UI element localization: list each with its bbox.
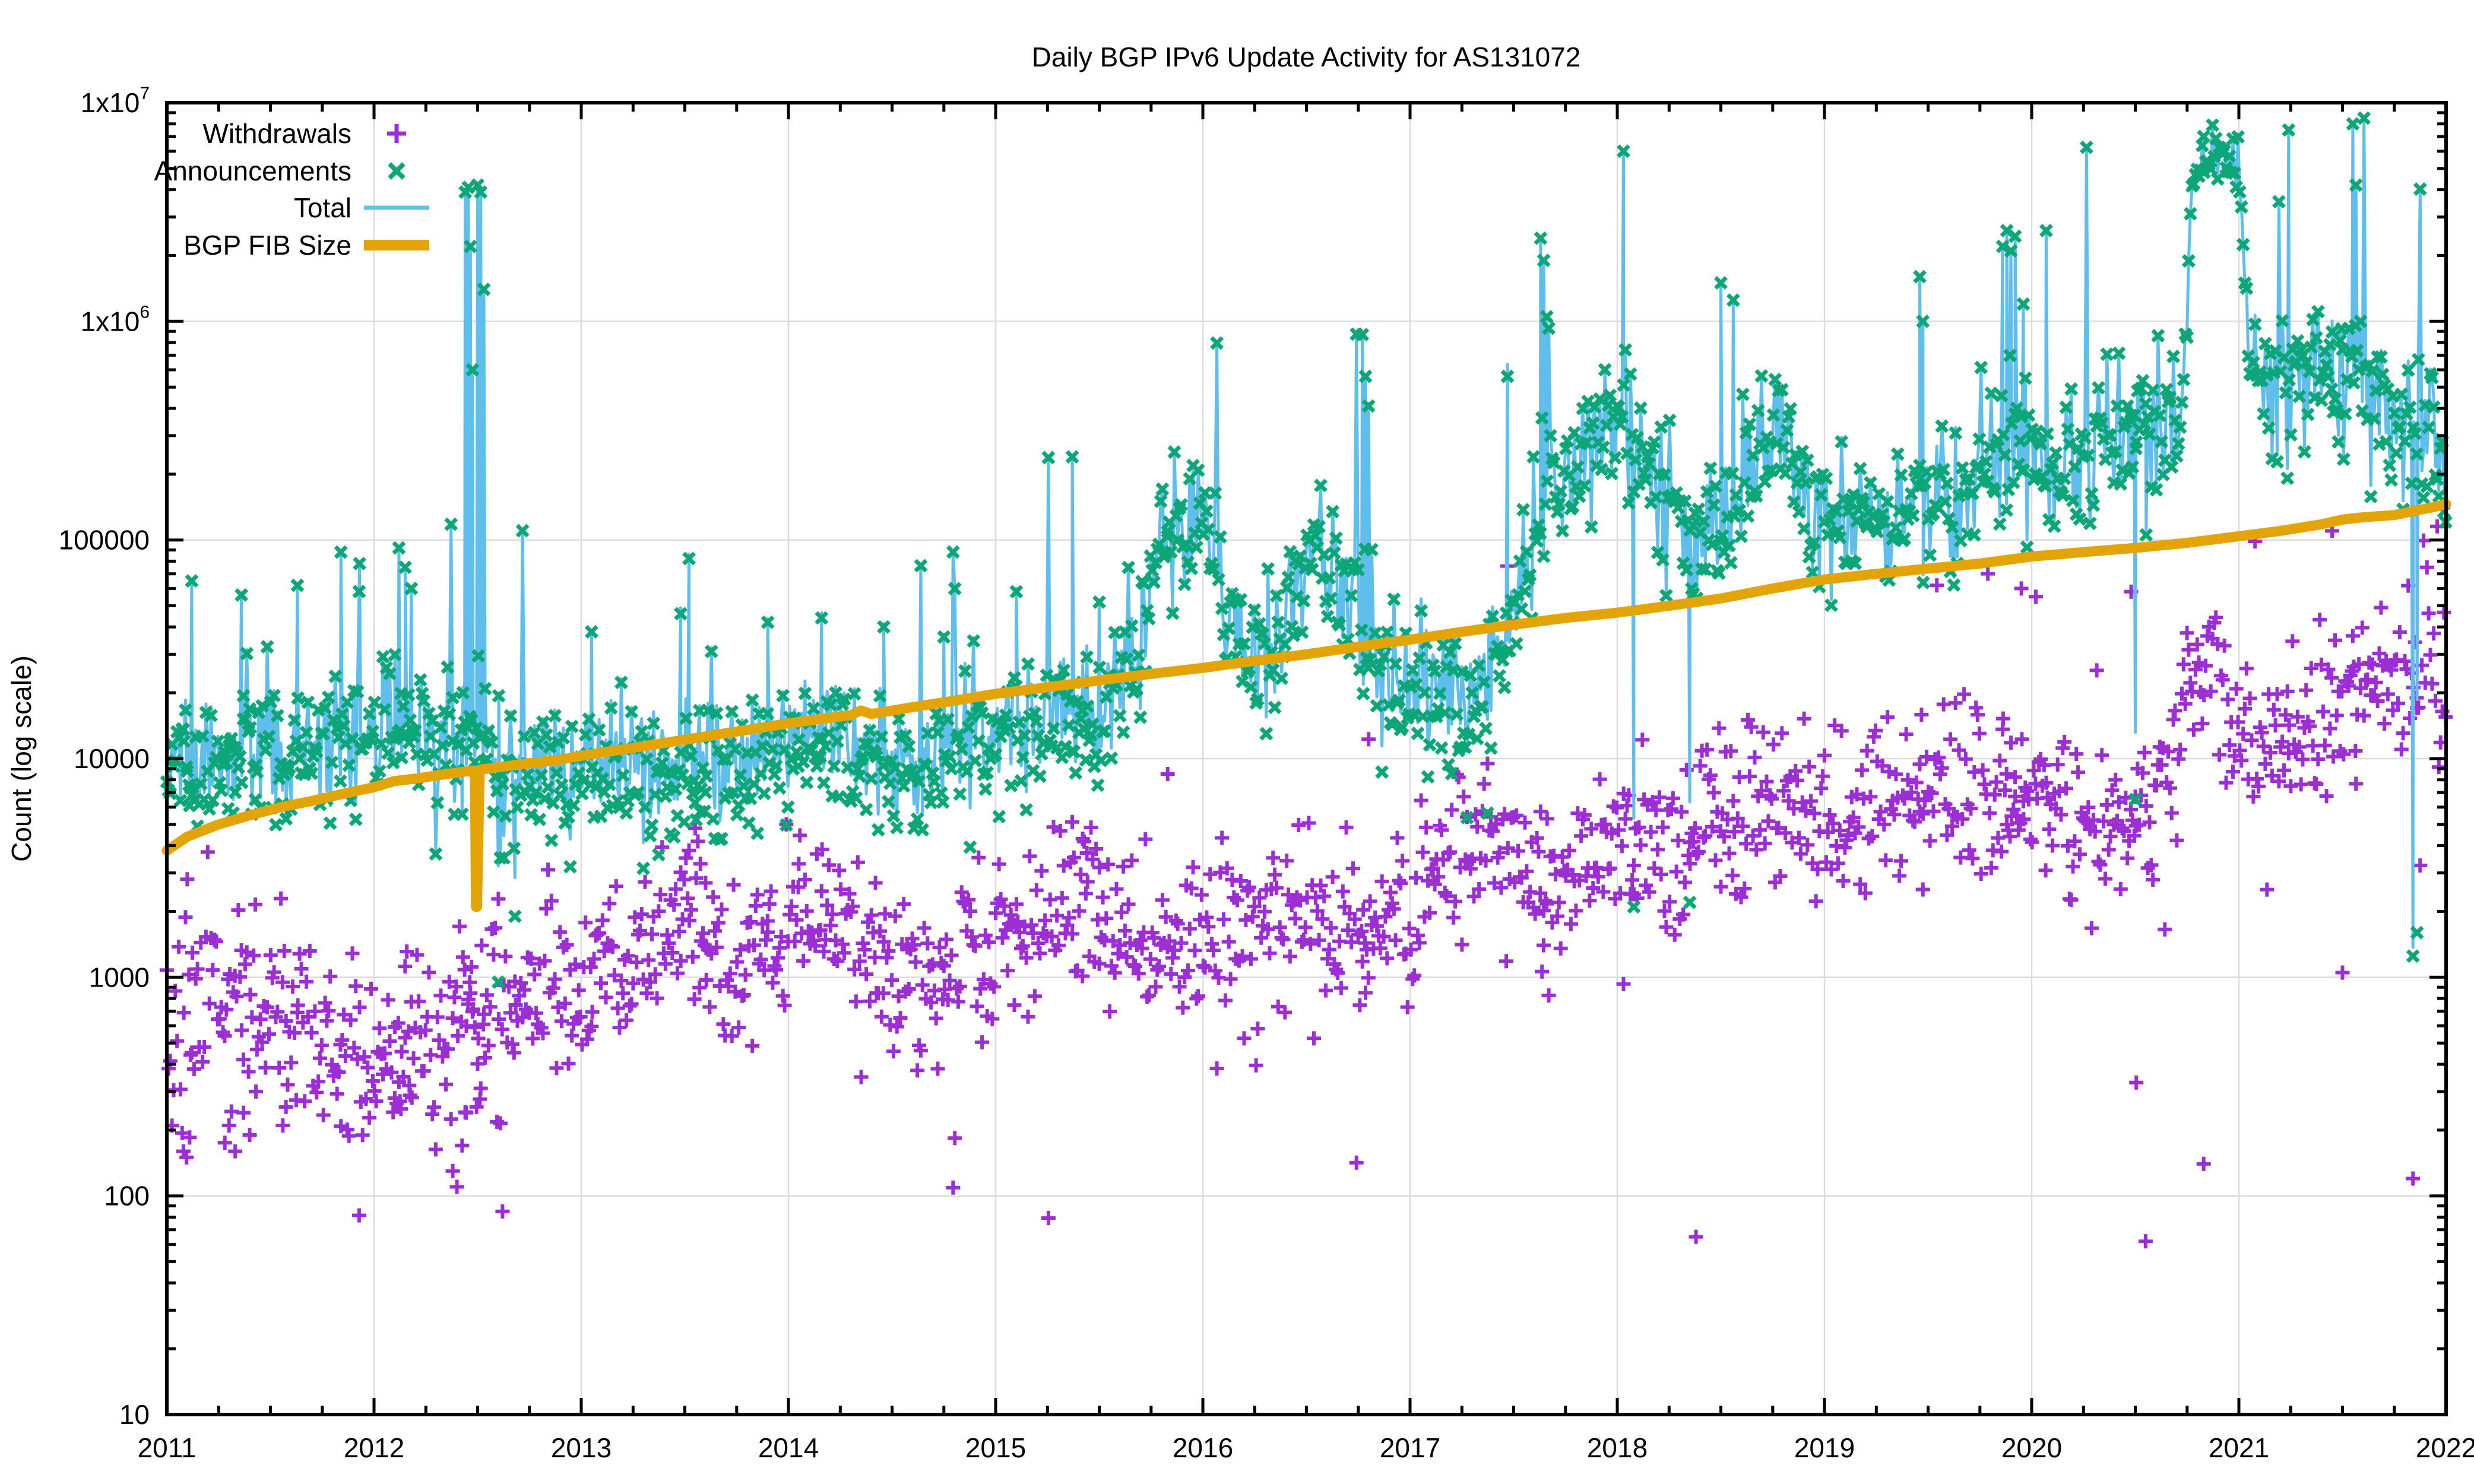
bgp-fib-size-line bbox=[161, 499, 2451, 912]
y-tick-label: 10000 bbox=[74, 743, 150, 774]
x-tick-label: 2020 bbox=[2001, 1432, 2062, 1463]
y-tick-label: 1x106 bbox=[81, 302, 150, 337]
x-marker-icon bbox=[388, 162, 406, 180]
legend-label-fib: BGP FIB Size bbox=[183, 230, 351, 261]
x-tick-label: 2014 bbox=[758, 1432, 819, 1463]
y-tick-label: 1000 bbox=[89, 962, 150, 992]
x-tick-label: 2021 bbox=[2209, 1432, 2269, 1463]
legend-label-withdrawals: Withdrawals bbox=[202, 118, 351, 149]
fib-path bbox=[161, 499, 2451, 912]
x-tick-label: 2017 bbox=[1380, 1432, 1440, 1463]
y-axis-label: Count (log scale) bbox=[6, 655, 37, 862]
x-tick-label: 2018 bbox=[1587, 1432, 1648, 1463]
legend-label-announcements: Announcements bbox=[154, 156, 351, 186]
x-tick-label: 2011 bbox=[138, 1432, 197, 1463]
y-tick-label: 100000 bbox=[59, 525, 150, 556]
legend: Withdrawals Announcements Total BGP FIB … bbox=[154, 118, 429, 261]
plot-border bbox=[165, 101, 2448, 1416]
x-tick-label: 2012 bbox=[344, 1432, 404, 1463]
y-tick-label: 1x107 bbox=[81, 84, 150, 118]
y-tick-label: 100 bbox=[104, 1181, 150, 1212]
chart-title: Daily BGP IPv6 Update Activity for AS131… bbox=[1032, 42, 1581, 72]
x-tick-label: 2022 bbox=[2416, 1432, 2474, 1463]
plus-marker-icon bbox=[387, 124, 406, 143]
x-tick-label: 2019 bbox=[1794, 1432, 1855, 1463]
x-tick-labels: 2011 2012 2013 2014 2015 2016 2017 2018 2019 2020… bbox=[138, 1432, 2474, 1463]
legend-label-total: Total bbox=[294, 192, 351, 223]
x-tick-label: 2015 bbox=[965, 1432, 1026, 1463]
x-tick-label: 2013 bbox=[551, 1432, 612, 1463]
x-tick-label: 2016 bbox=[1173, 1432, 1233, 1463]
y-tick-label: 10 bbox=[119, 1399, 150, 1430]
y-tick-labels: 1x107 1x106 100000 10000 1000 100 10 bbox=[59, 84, 150, 1430]
